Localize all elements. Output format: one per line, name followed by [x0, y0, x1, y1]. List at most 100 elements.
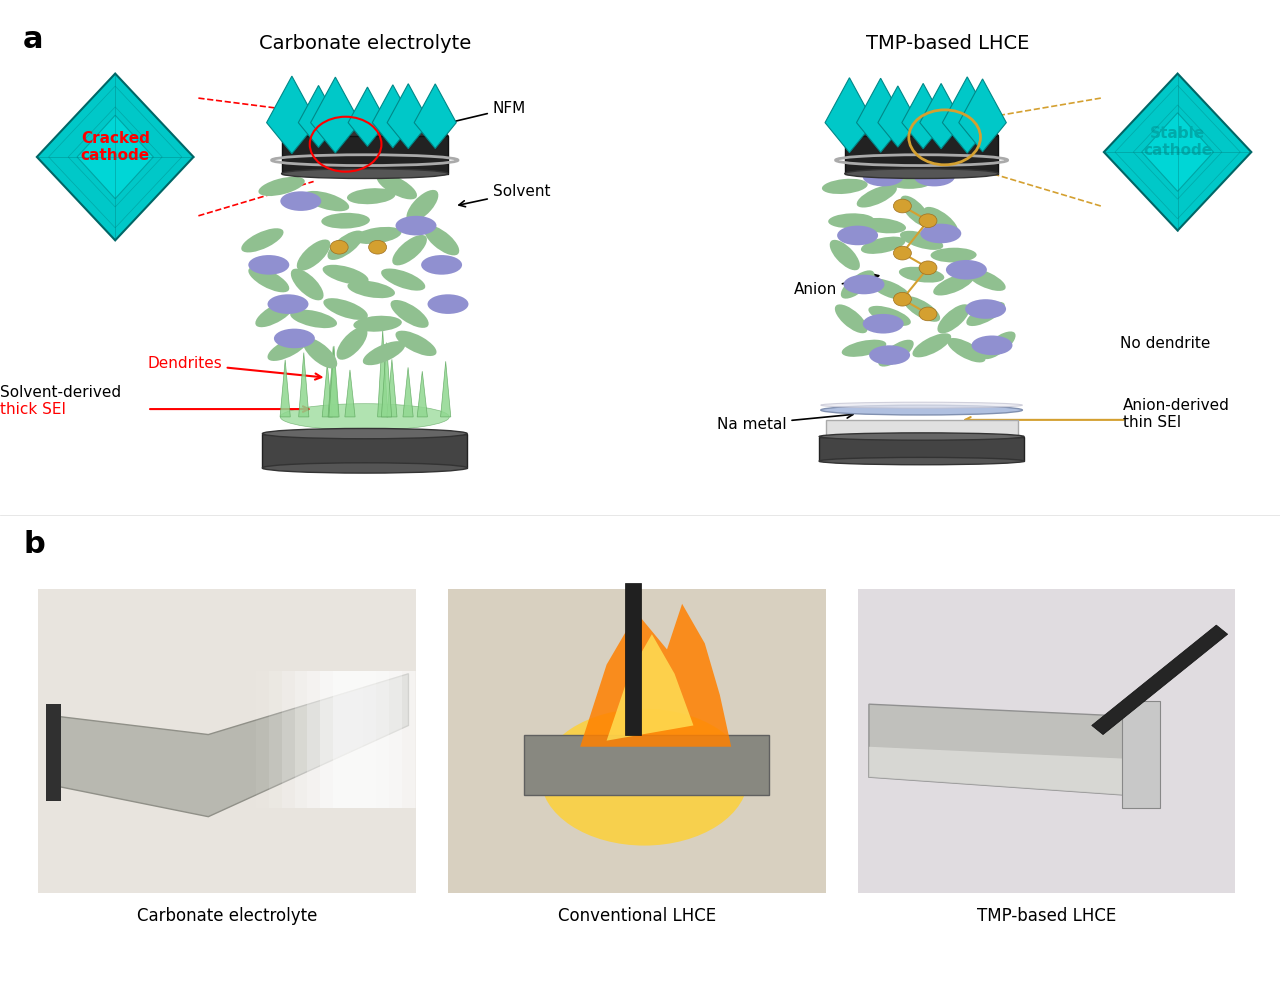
Text: Anion: Anion [794, 274, 878, 297]
Polygon shape [1142, 113, 1213, 191]
Ellipse shape [860, 218, 906, 233]
Polygon shape [524, 735, 769, 796]
Ellipse shape [868, 306, 911, 326]
Ellipse shape [937, 304, 970, 334]
Ellipse shape [845, 169, 998, 179]
Polygon shape [856, 78, 905, 152]
Ellipse shape [863, 314, 904, 334]
Text: Conventional LHCE: Conventional LHCE [558, 907, 716, 925]
Bar [320, 671, 415, 807]
Polygon shape [415, 84, 456, 148]
Text: Anion-derived: Anion-derived [1123, 398, 1229, 413]
Ellipse shape [902, 296, 941, 322]
Polygon shape [1103, 74, 1252, 231]
Ellipse shape [353, 316, 402, 332]
Bar [845, 135, 998, 174]
Ellipse shape [856, 184, 897, 208]
Ellipse shape [540, 708, 749, 846]
Ellipse shape [428, 294, 468, 314]
Ellipse shape [819, 433, 1024, 440]
Bar [448, 589, 826, 893]
Ellipse shape [869, 279, 910, 300]
Ellipse shape [248, 267, 289, 292]
Ellipse shape [899, 267, 945, 283]
Polygon shape [298, 85, 339, 147]
Polygon shape [280, 360, 291, 417]
Polygon shape [607, 634, 694, 741]
Circle shape [893, 292, 911, 306]
Ellipse shape [297, 239, 330, 271]
Circle shape [330, 240, 348, 254]
Ellipse shape [321, 213, 370, 229]
Bar [243, 671, 338, 807]
Ellipse shape [282, 169, 448, 179]
Ellipse shape [946, 260, 987, 280]
Polygon shape [417, 371, 428, 417]
Ellipse shape [328, 231, 364, 260]
Polygon shape [902, 83, 945, 149]
Polygon shape [440, 361, 451, 417]
Polygon shape [266, 77, 317, 154]
Ellipse shape [820, 405, 1023, 415]
Ellipse shape [965, 268, 1006, 291]
Ellipse shape [829, 239, 860, 271]
Circle shape [919, 214, 937, 228]
Bar [262, 434, 467, 468]
Ellipse shape [347, 188, 396, 204]
Ellipse shape [282, 129, 448, 142]
Ellipse shape [392, 234, 428, 266]
Bar [448, 589, 826, 893]
Ellipse shape [972, 336, 1012, 355]
Ellipse shape [835, 304, 868, 334]
Ellipse shape [421, 255, 462, 275]
Bar [282, 671, 376, 807]
Ellipse shape [280, 191, 321, 211]
Ellipse shape [931, 247, 977, 263]
Ellipse shape [844, 275, 884, 294]
Text: Solvent-derived: Solvent-derived [0, 386, 122, 400]
Text: No dendrite: No dendrite [1120, 336, 1211, 351]
Polygon shape [381, 342, 392, 417]
Polygon shape [344, 370, 355, 417]
Polygon shape [387, 359, 397, 417]
Ellipse shape [396, 331, 436, 356]
Ellipse shape [396, 216, 436, 235]
Ellipse shape [863, 167, 904, 186]
Ellipse shape [947, 338, 986, 362]
Circle shape [919, 307, 937, 321]
Bar [38, 589, 416, 893]
Ellipse shape [280, 404, 449, 431]
Ellipse shape [828, 213, 874, 229]
Ellipse shape [259, 177, 305, 196]
Polygon shape [328, 346, 338, 417]
Text: TMP-based LHCE: TMP-based LHCE [865, 34, 1029, 53]
Polygon shape [920, 83, 963, 149]
Bar [819, 437, 1024, 461]
Ellipse shape [268, 336, 308, 361]
Text: Solvent: Solvent [460, 184, 550, 207]
Polygon shape [942, 77, 992, 153]
Text: thick SEI: thick SEI [0, 402, 67, 417]
Polygon shape [387, 83, 429, 148]
Polygon shape [329, 346, 339, 417]
Text: Carbonate electrolyte: Carbonate electrolyte [137, 907, 317, 925]
Polygon shape [878, 86, 918, 147]
Text: Dendrites: Dendrites [147, 356, 321, 380]
Ellipse shape [841, 271, 874, 298]
Circle shape [369, 240, 387, 254]
Bar [294, 671, 389, 807]
Text: Stable
cathode: Stable cathode [1143, 126, 1212, 159]
Ellipse shape [262, 463, 467, 473]
Ellipse shape [291, 310, 337, 328]
Ellipse shape [291, 269, 324, 300]
Polygon shape [37, 74, 193, 240]
Circle shape [893, 246, 911, 260]
Ellipse shape [390, 300, 429, 328]
Ellipse shape [900, 195, 931, 227]
Polygon shape [58, 674, 408, 816]
Polygon shape [403, 368, 413, 417]
Circle shape [893, 199, 911, 213]
Text: Carbonate electrolyte: Carbonate electrolyte [259, 34, 471, 53]
Ellipse shape [837, 226, 878, 245]
Bar [333, 671, 428, 807]
